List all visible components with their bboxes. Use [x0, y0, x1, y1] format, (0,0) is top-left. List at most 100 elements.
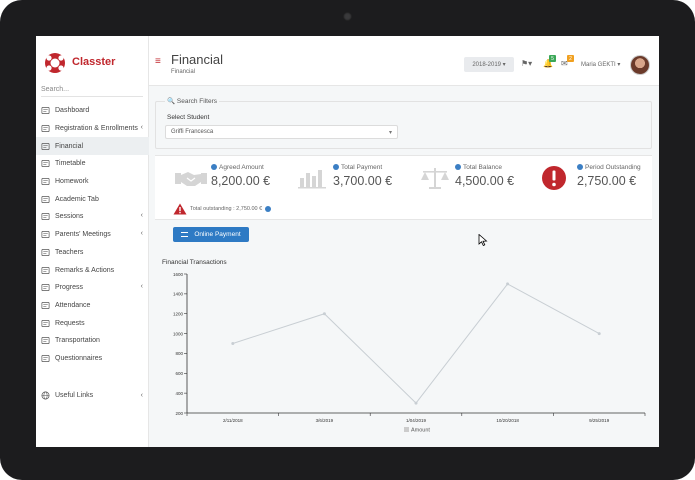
stat-value: 8,200.00 €: [211, 174, 271, 188]
sidebar-item-label: Remarks & Actions: [55, 266, 115, 274]
stat-period-outstanding: Period Outstanding 2,750.00 €: [541, 164, 659, 194]
sidebar-item-parents-meetings[interactable]: Parents' Meetings ‹: [36, 226, 149, 244]
top-header: ≡ Financial Financial 2018-2019 ▾ ⚑▾ 🔔 5…: [149, 36, 659, 86]
y-tick-label: 1600: [173, 272, 184, 277]
sidebar-item-attendance[interactable]: Attendance: [36, 297, 149, 315]
sidebar-item-sessions[interactable]: Sessions ‹: [36, 208, 149, 226]
info-icon: [455, 164, 461, 171]
useful-links-label: Useful Links: [55, 391, 94, 399]
stat-agreed-amount: Agreed Amount 8,200.00 €: [175, 164, 295, 194]
bar-chart-icon: [298, 170, 326, 189]
y-tick-label: 1400: [173, 292, 184, 297]
bus-icon: [41, 337, 50, 345]
info-icon: [333, 164, 339, 171]
attendance-icon: [41, 301, 50, 309]
data-point: [597, 332, 601, 336]
academic-icon: [41, 195, 50, 203]
user-menu[interactable]: Maria GEKTI ▾: [581, 62, 621, 68]
calendar-icon: [41, 160, 50, 168]
stat-value: 4,500.00 €: [455, 174, 515, 188]
info-icon: [265, 206, 272, 212]
chevron-left-icon: ‹: [140, 229, 143, 237]
sidebar-item-label: Attendance: [55, 301, 91, 309]
sidebar-item-progress[interactable]: Progress ‹: [36, 279, 149, 297]
sidebar-item-transportation[interactable]: Transportation: [36, 332, 149, 350]
y-tick-label: 600: [175, 371, 183, 376]
money-icon: [41, 142, 50, 150]
sidebar-item-registration-enrollments[interactable]: Registration & Enrollments ‹: [36, 120, 149, 138]
sidebar-item-questionnaires[interactable]: Questionnaires: [36, 350, 149, 368]
year-selector[interactable]: 2018-2019 ▾: [464, 57, 514, 72]
balance-scale-icon: [421, 168, 449, 189]
mail-icon[interactable]: ✉: [561, 59, 568, 68]
x-tick-label: 9/25/2019: [589, 418, 610, 423]
flag-icon[interactable]: ⚑▾: [521, 59, 533, 68]
sidebar-item-label: Parents' Meetings: [55, 231, 111, 239]
book-icon: [41, 178, 50, 186]
online-payment-label: Online Payment: [194, 231, 241, 238]
data-point: [506, 282, 510, 286]
brand-name: Classter: [72, 56, 116, 68]
sidebar-item-financial[interactable]: Financial: [36, 137, 149, 156]
student-select[interactable]: Griffi Francesca ▾: [165, 125, 398, 139]
y-tick-label: 800: [175, 351, 183, 356]
breadcrumb[interactable]: Financial: [171, 69, 196, 75]
mouse-cursor-icon: [478, 234, 488, 246]
data-point: [231, 342, 235, 345]
y-tick-label: 1000: [173, 331, 184, 336]
sidebar-item-academic-tab[interactable]: Academic Tab: [36, 190, 149, 208]
sessions-icon: [41, 213, 50, 221]
sidebar-item-teachers[interactable]: Teachers: [36, 244, 149, 262]
info-icon: [577, 164, 583, 171]
total-outstanding-text: Total outstanding : 2,750.00 €: [190, 206, 263, 212]
sidebar: Classter Search... Dashboard Registration…: [36, 36, 149, 447]
globe-icon: [41, 391, 50, 399]
home-icon: [41, 107, 50, 115]
chart-title: Financial Transactions: [162, 259, 227, 266]
financial-summary: Agreed Amount 8,200.00 € Total Payment 3…: [155, 155, 652, 220]
sidebar-nav: Dashboard Registration & Enrollments ‹ Fina…: [36, 102, 149, 367]
chevron-left-icon: ‹: [140, 282, 143, 290]
y-tick-label: 400: [175, 391, 183, 396]
avatar[interactable]: [630, 55, 650, 75]
sidebar-item-label: Requests: [55, 319, 85, 327]
hamburger-menu-icon[interactable]: ≡: [155, 56, 161, 67]
screen: Classter Search... Dashboard Registration…: [36, 36, 659, 447]
camera-icon: [343, 12, 352, 21]
filters-frame: [155, 101, 652, 149]
stat-label: Total Balance: [455, 164, 502, 171]
handshake-icon: [175, 172, 207, 186]
online-payment-button[interactable]: Online Payment: [173, 227, 249, 242]
bank-icon: [41, 125, 50, 133]
sidebar-item-label: Sessions: [55, 213, 84, 221]
chevron-left-icon: ‹: [140, 212, 143, 220]
page-title: Financial: [171, 52, 224, 67]
sidebar-item-label: Transportation: [55, 337, 100, 345]
chevron-left-icon: ‹: [140, 391, 143, 399]
remarks-icon: [41, 266, 50, 274]
stat-value: 3,700.00 €: [333, 174, 393, 188]
caret-down-icon: ▾: [388, 130, 392, 136]
sidebar-item-label: Dashboard: [55, 107, 90, 115]
filters-legend: 🔍 Search Filters: [165, 97, 219, 105]
clipboard-icon: [41, 319, 50, 327]
x-tick-label: 3/6/2019: [316, 418, 334, 423]
x-tick-label: 2/11/2018: [223, 418, 243, 423]
classter-logo-icon[interactable]: [44, 52, 66, 74]
sidebar-item-useful-links[interactable]: Useful Links ‹: [41, 388, 149, 402]
search-filters: 🔍 Search Filters Select Student Griffi F…: [155, 97, 652, 149]
total-outstanding: Total outstanding : 2,750.00 €: [173, 203, 273, 215]
sidebar-item-timetable[interactable]: Timetable: [36, 155, 149, 173]
financial-transactions-chart: 200 400 600 800 1000 1200 1400 1600 2/11/2018 3/6…: [173, 272, 646, 434]
y-tick-label: 200: [175, 411, 183, 416]
sidebar-item-remarks-actions[interactable]: Remarks & Actions: [36, 261, 149, 279]
stat-value: 2,750.00 €: [577, 174, 637, 188]
sidebar-item-dashboard[interactable]: Dashboard: [36, 102, 149, 120]
list-icon: [41, 354, 50, 362]
sidebar-item-label: Progress: [55, 284, 84, 292]
sidebar-item-requests[interactable]: Requests: [36, 314, 149, 332]
sidebar-search-input[interactable]: Search...: [41, 86, 143, 97]
bell-icon[interactable]: 🔔: [543, 59, 553, 68]
sidebar-item-homework[interactable]: Homework: [36, 173, 149, 191]
x-tick-label: 10/20/2018: [496, 418, 519, 423]
